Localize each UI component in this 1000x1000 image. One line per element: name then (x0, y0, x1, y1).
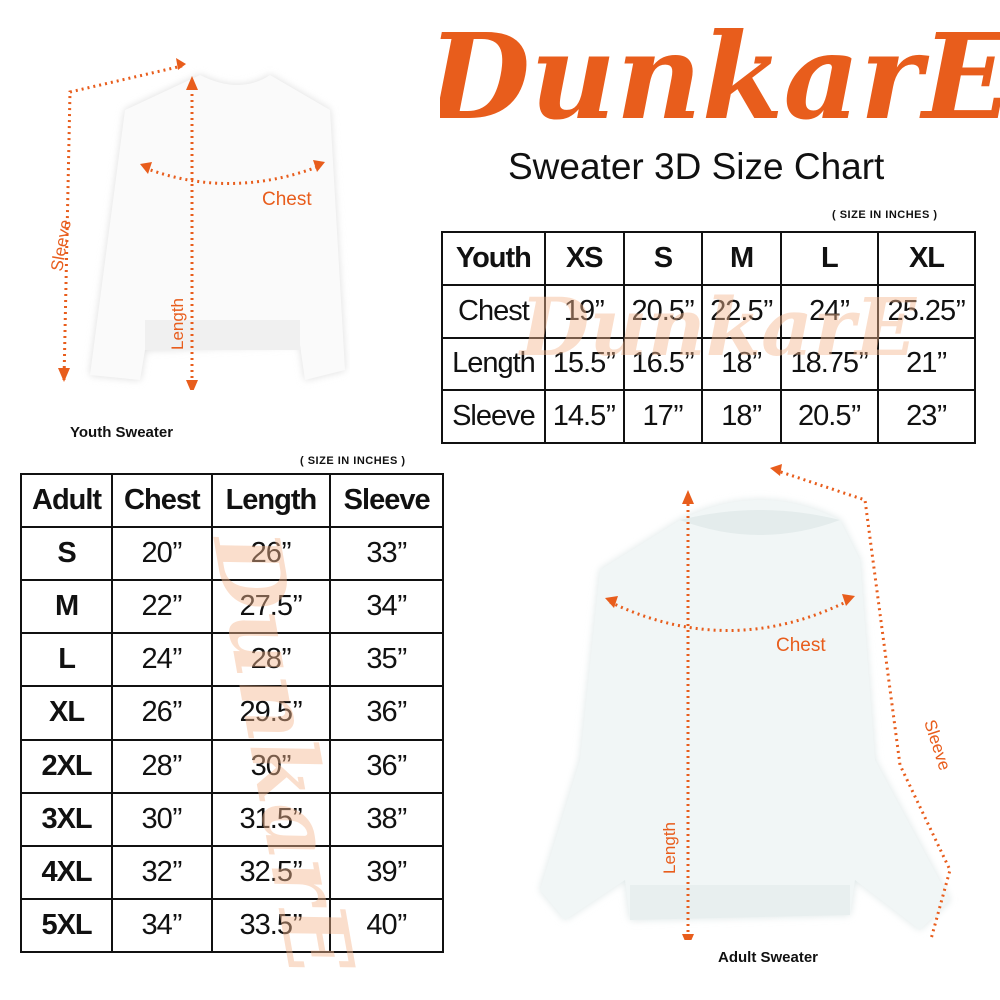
table-cell: 39’’ (329, 844, 444, 900)
table-cell: 16.5’’ (622, 336, 704, 392)
row-header: S (19, 526, 114, 582)
table-row: Length 15.5’’ 16.5’’ 18’’ 18.75’’ 21’’ (441, 336, 977, 392)
table-cell: 19’’ (543, 283, 625, 339)
table-cell: 28’’ (111, 738, 213, 794)
table-cell: 20.5’’ (779, 389, 879, 444)
youth-length-label: Length (168, 298, 187, 350)
table-cell: 18’’ (701, 336, 782, 392)
table-cell: 14.5’’ (543, 389, 625, 444)
table-cell: 15.5’’ (543, 336, 625, 392)
column-header: M (701, 231, 782, 286)
table-cell: 20’’ (111, 526, 213, 582)
table-cell: 21’’ (876, 336, 977, 392)
brand-logo: DunkarE (440, 7, 1000, 146)
table-row: L 24’’ 28’’ 35’’ (19, 632, 444, 688)
table-cell: 36’’ (329, 738, 444, 794)
table-cell: 32.5’’ (210, 844, 332, 900)
table-cell: 28’’ (210, 632, 332, 688)
table-cell: 40’’ (329, 897, 444, 954)
adult-size-note: ( SIZE IN INCHES ) (300, 455, 406, 467)
row-header: Sleeve (441, 389, 546, 444)
adult-length-label: Length (660, 822, 679, 874)
table-cell: 25.25’’ (876, 283, 977, 339)
adult-caption: Adult Sweater (718, 949, 819, 966)
table-cell: 23’’ (876, 389, 977, 444)
table-row: 3XL 30’’ 31.5’’ 38’’ (19, 791, 444, 847)
table-row: 2XL 28’’ 30’’ 36’’ (19, 738, 444, 794)
header-row: Adult Chest Length Sleeve (19, 472, 444, 529)
adult-sleeve-label: Sleeve (920, 717, 954, 772)
table-cell: 32’’ (111, 844, 213, 900)
column-header: Chest (111, 472, 213, 529)
column-header: Adult (19, 472, 114, 529)
table-cell: 31.5’’ (210, 791, 332, 847)
youth-sweater-illustration: Chest Sleeve Length (47, 58, 345, 390)
column-header: Youth (441, 231, 546, 286)
table-row: 4XL 32’’ 32.5’’ 39’’ (19, 844, 444, 900)
youth-sleeve-label: Sleeve (47, 218, 75, 272)
column-header: Length (210, 472, 332, 529)
table-cell: 34’’ (329, 579, 444, 635)
row-header: 4XL (19, 844, 114, 900)
logo-text: DunkarE (440, 7, 1000, 146)
table-cell: 18.75’’ (779, 336, 879, 392)
row-header: 5XL (19, 897, 114, 954)
page-title: Sweater 3D Size Chart (508, 146, 885, 187)
table-cell: 27.5’’ (210, 579, 332, 635)
table-cell: 26’’ (210, 526, 332, 582)
header-row: Youth XS S M L XL (441, 231, 977, 286)
table-cell: 29.5’’ (210, 685, 332, 741)
table-cell: 24’’ (779, 283, 879, 339)
row-header: 2XL (19, 738, 114, 794)
row-header: Length (441, 336, 546, 392)
row-header: 3XL (19, 791, 114, 847)
table-cell: 38’’ (329, 791, 444, 847)
row-header: L (19, 632, 114, 688)
adult-size-table: Adult Chest Length Sleeve S 20’’ 26’’ 33’’ M 22’’… (19, 472, 444, 954)
table-cell: 30’’ (210, 738, 332, 794)
table-row: Sleeve 14.5’’ 17’’ 18’’ 20.5’’ 23’’ (441, 389, 977, 444)
youth-chest-label: Chest (262, 189, 312, 210)
column-header: S (622, 231, 704, 286)
table-cell: 20.5’’ (622, 283, 704, 339)
youth-size-note: ( SIZE IN INCHES ) (832, 209, 938, 221)
column-header: XL (876, 231, 977, 286)
youth-size-table: Youth XS S M L XL Chest 19’’ 20.5’’ 22.5’’ 24’’ 25.… (441, 231, 977, 444)
table-cell: 33’’ (329, 526, 444, 582)
column-header: XS (543, 231, 625, 286)
row-header: Chest (441, 283, 546, 339)
table-row: 5XL 34’’ 33.5’’ 40’’ (19, 897, 444, 954)
table-cell: 18’’ (701, 389, 782, 444)
table-cell: 24’’ (111, 632, 213, 688)
youth-caption: Youth Sweater (70, 424, 174, 441)
row-header: XL (19, 685, 114, 741)
table-row: M 22’’ 27.5’’ 34’’ (19, 579, 444, 635)
table-cell: 36’’ (329, 685, 444, 741)
table-cell: 17’’ (622, 389, 704, 444)
table-row: XL 26’’ 29.5’’ 36’’ (19, 685, 444, 741)
adult-sweater-illustration: Chest Sleeve Length (540, 464, 954, 940)
table-cell: 35’’ (329, 632, 444, 688)
table-row: S 20’’ 26’’ 33’’ (19, 526, 444, 582)
table-cell: 22.5’’ (701, 283, 782, 339)
row-header: M (19, 579, 114, 635)
table-cell: 30’’ (111, 791, 213, 847)
adult-chest-label: Chest (776, 635, 826, 656)
table-row: Chest 19’’ 20.5’’ 22.5’’ 24’’ 25.25’’ (441, 283, 977, 339)
column-header: Sleeve (329, 472, 444, 529)
table-cell: 26’’ (111, 685, 213, 741)
table-cell: 22’’ (111, 579, 213, 635)
table-cell: 34’’ (111, 897, 213, 954)
table-cell: 33.5’’ (210, 897, 332, 954)
column-header: L (779, 231, 879, 286)
